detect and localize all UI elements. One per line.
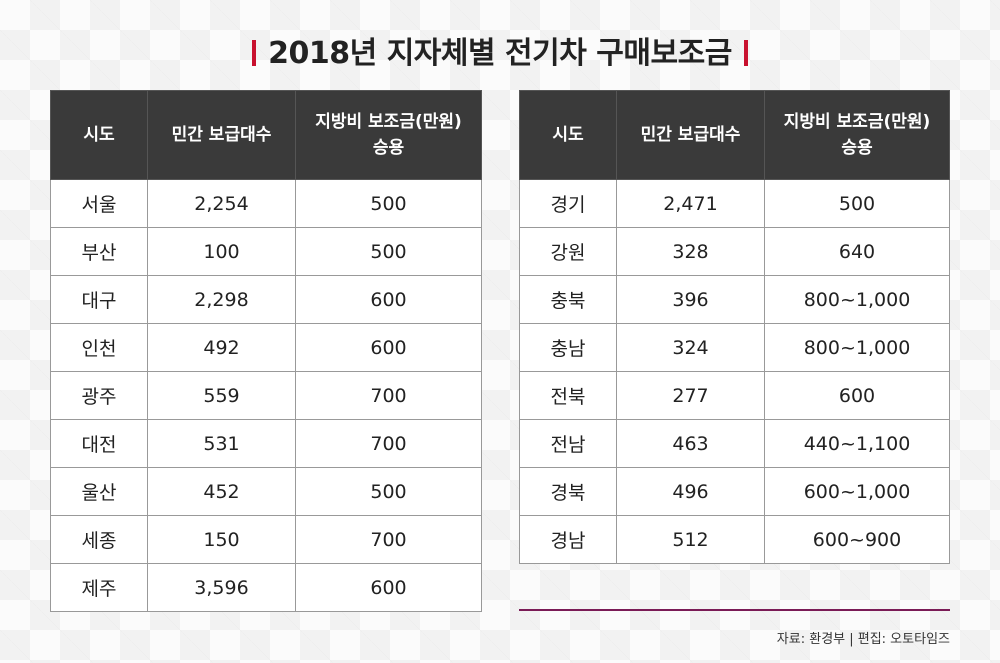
cell-region: 광주 bbox=[50, 371, 148, 420]
header-subsidy-line2: 승용 bbox=[372, 138, 405, 158]
cell-region: 전남 bbox=[519, 419, 617, 468]
cell-supply: 150 bbox=[147, 515, 296, 564]
cell-supply: 492 bbox=[147, 323, 296, 372]
header-region: 시도 bbox=[50, 90, 148, 180]
title-text: 2018년 지자체별 전기차 구매보조금 bbox=[268, 36, 732, 71]
cell-region: 대구 bbox=[50, 275, 148, 324]
subsidy-table-left: 시도 민간 보급대수 지방비 보조금(만원) 승용 서울 2,254 500 부산 100… bbox=[50, 90, 482, 612]
table-row: 전남 463 440~1,100 bbox=[519, 419, 950, 468]
cell-subsidy: 700 bbox=[295, 371, 482, 420]
table-header-row: 시도 민간 보급대수 지방비 보조금(만원) 승용 bbox=[519, 90, 950, 180]
cell-subsidy: 500 bbox=[295, 467, 482, 516]
table-row: 경북 496 600~1,000 bbox=[519, 467, 950, 516]
footer-divider bbox=[519, 609, 950, 611]
page-title: 2018년 지자체별 전기차 구매보조금 bbox=[0, 28, 1000, 72]
header-subsidy-line1: 지방비 보조금(만원) bbox=[315, 112, 462, 132]
cell-subsidy: 500 bbox=[295, 179, 482, 228]
cell-subsidy: 600 bbox=[295, 275, 482, 324]
cell-subsidy: 500 bbox=[764, 179, 950, 228]
cell-region: 제주 bbox=[50, 563, 148, 612]
table-row: 울산 452 500 bbox=[50, 467, 482, 516]
cell-region: 세종 bbox=[50, 515, 148, 564]
cell-region: 대전 bbox=[50, 419, 148, 468]
cell-region: 인천 bbox=[50, 323, 148, 372]
table-row: 부산 100 500 bbox=[50, 227, 482, 276]
cell-supply: 531 bbox=[147, 419, 296, 468]
cell-region: 강원 bbox=[519, 227, 617, 276]
header-region: 시도 bbox=[519, 90, 617, 180]
table-row: 서울 2,254 500 bbox=[50, 179, 482, 228]
cell-subsidy: 600~1,000 bbox=[764, 467, 950, 516]
cell-region: 경기 bbox=[519, 179, 617, 228]
table-row: 제주 3,596 600 bbox=[50, 563, 482, 612]
cell-region: 경남 bbox=[519, 515, 617, 564]
table-row: 세종 150 700 bbox=[50, 515, 482, 564]
header-subsidy-line2: 승용 bbox=[841, 138, 873, 158]
cell-region: 울산 bbox=[50, 467, 148, 516]
table-row: 대전 531 700 bbox=[50, 419, 482, 468]
header-subsidy: 지방비 보조금(만원) 승용 bbox=[764, 90, 950, 180]
cell-subsidy: 500 bbox=[295, 227, 482, 276]
table-row: 강원 328 640 bbox=[519, 227, 950, 276]
cell-subsidy: 800~1,000 bbox=[764, 323, 950, 372]
cell-subsidy: 600 bbox=[764, 371, 950, 420]
cell-region: 부산 bbox=[50, 227, 148, 276]
cell-supply: 396 bbox=[616, 275, 765, 324]
cell-subsidy: 600~900 bbox=[764, 515, 950, 564]
table-row: 경남 512 600~900 bbox=[519, 515, 950, 564]
cell-supply: 3,596 bbox=[147, 563, 296, 612]
cell-subsidy: 440~1,100 bbox=[764, 419, 950, 468]
cell-subsidy: 600 bbox=[295, 323, 482, 372]
table-row: 인천 492 600 bbox=[50, 323, 482, 372]
cell-supply: 100 bbox=[147, 227, 296, 276]
cell-subsidy: 800~1,000 bbox=[764, 275, 950, 324]
cell-supply: 452 bbox=[147, 467, 296, 516]
table-row: 대구 2,298 600 bbox=[50, 275, 482, 324]
cell-supply: 2,254 bbox=[147, 179, 296, 228]
cell-supply: 512 bbox=[616, 515, 765, 564]
cell-region: 서울 bbox=[50, 179, 148, 228]
source-credit: 자료: 환경부 | 편집: 오토타임즈 bbox=[776, 632, 950, 647]
cell-subsidy: 640 bbox=[764, 227, 950, 276]
subsidy-table-right: 시도 민간 보급대수 지방비 보조금(만원) 승용 경기 2,471 500 강원 328… bbox=[519, 90, 950, 564]
cell-subsidy: 700 bbox=[295, 515, 482, 564]
table-header-row: 시도 민간 보급대수 지방비 보조금(만원) 승용 bbox=[50, 90, 482, 180]
cell-supply: 559 bbox=[147, 371, 296, 420]
table-body-left: 서울 2,254 500 부산 100 500 대구 2,298 600 인천 492 600 광주 55… bbox=[50, 179, 482, 612]
cell-subsidy: 600 bbox=[295, 563, 482, 612]
cell-region: 경북 bbox=[519, 467, 617, 516]
header-subsidy-line1: 지방비 보조금(만원) bbox=[783, 112, 931, 132]
cell-region: 전북 bbox=[519, 371, 617, 420]
cell-region: 충북 bbox=[519, 275, 617, 324]
cell-subsidy: 700 bbox=[295, 419, 482, 468]
cell-supply: 2,471 bbox=[616, 179, 765, 228]
table-body-right: 경기 2,471 500 강원 328 640 충북 396 800~1,000 충남 324 800… bbox=[519, 179, 950, 564]
table-row: 광주 559 700 bbox=[50, 371, 482, 420]
cell-supply: 277 bbox=[616, 371, 765, 420]
table-row: 전북 277 600 bbox=[519, 371, 950, 420]
cell-supply: 324 bbox=[616, 323, 765, 372]
cell-supply: 463 bbox=[616, 419, 765, 468]
cell-supply: 328 bbox=[616, 227, 765, 276]
cell-region: 충남 bbox=[519, 323, 617, 372]
table-row: 충북 396 800~1,000 bbox=[519, 275, 950, 324]
table-row: 충남 324 800~1,000 bbox=[519, 323, 950, 372]
header-subsidy: 지방비 보조금(만원) 승용 bbox=[295, 90, 482, 180]
title-accent-bar-left bbox=[252, 40, 257, 66]
cell-supply: 496 bbox=[616, 467, 765, 516]
table-row: 경기 2,471 500 bbox=[519, 179, 950, 228]
cell-supply: 2,298 bbox=[147, 275, 296, 324]
title-accent-bar-right bbox=[743, 40, 748, 66]
header-supply: 민간 보급대수 bbox=[616, 90, 765, 180]
header-supply: 민간 보급대수 bbox=[147, 90, 296, 180]
